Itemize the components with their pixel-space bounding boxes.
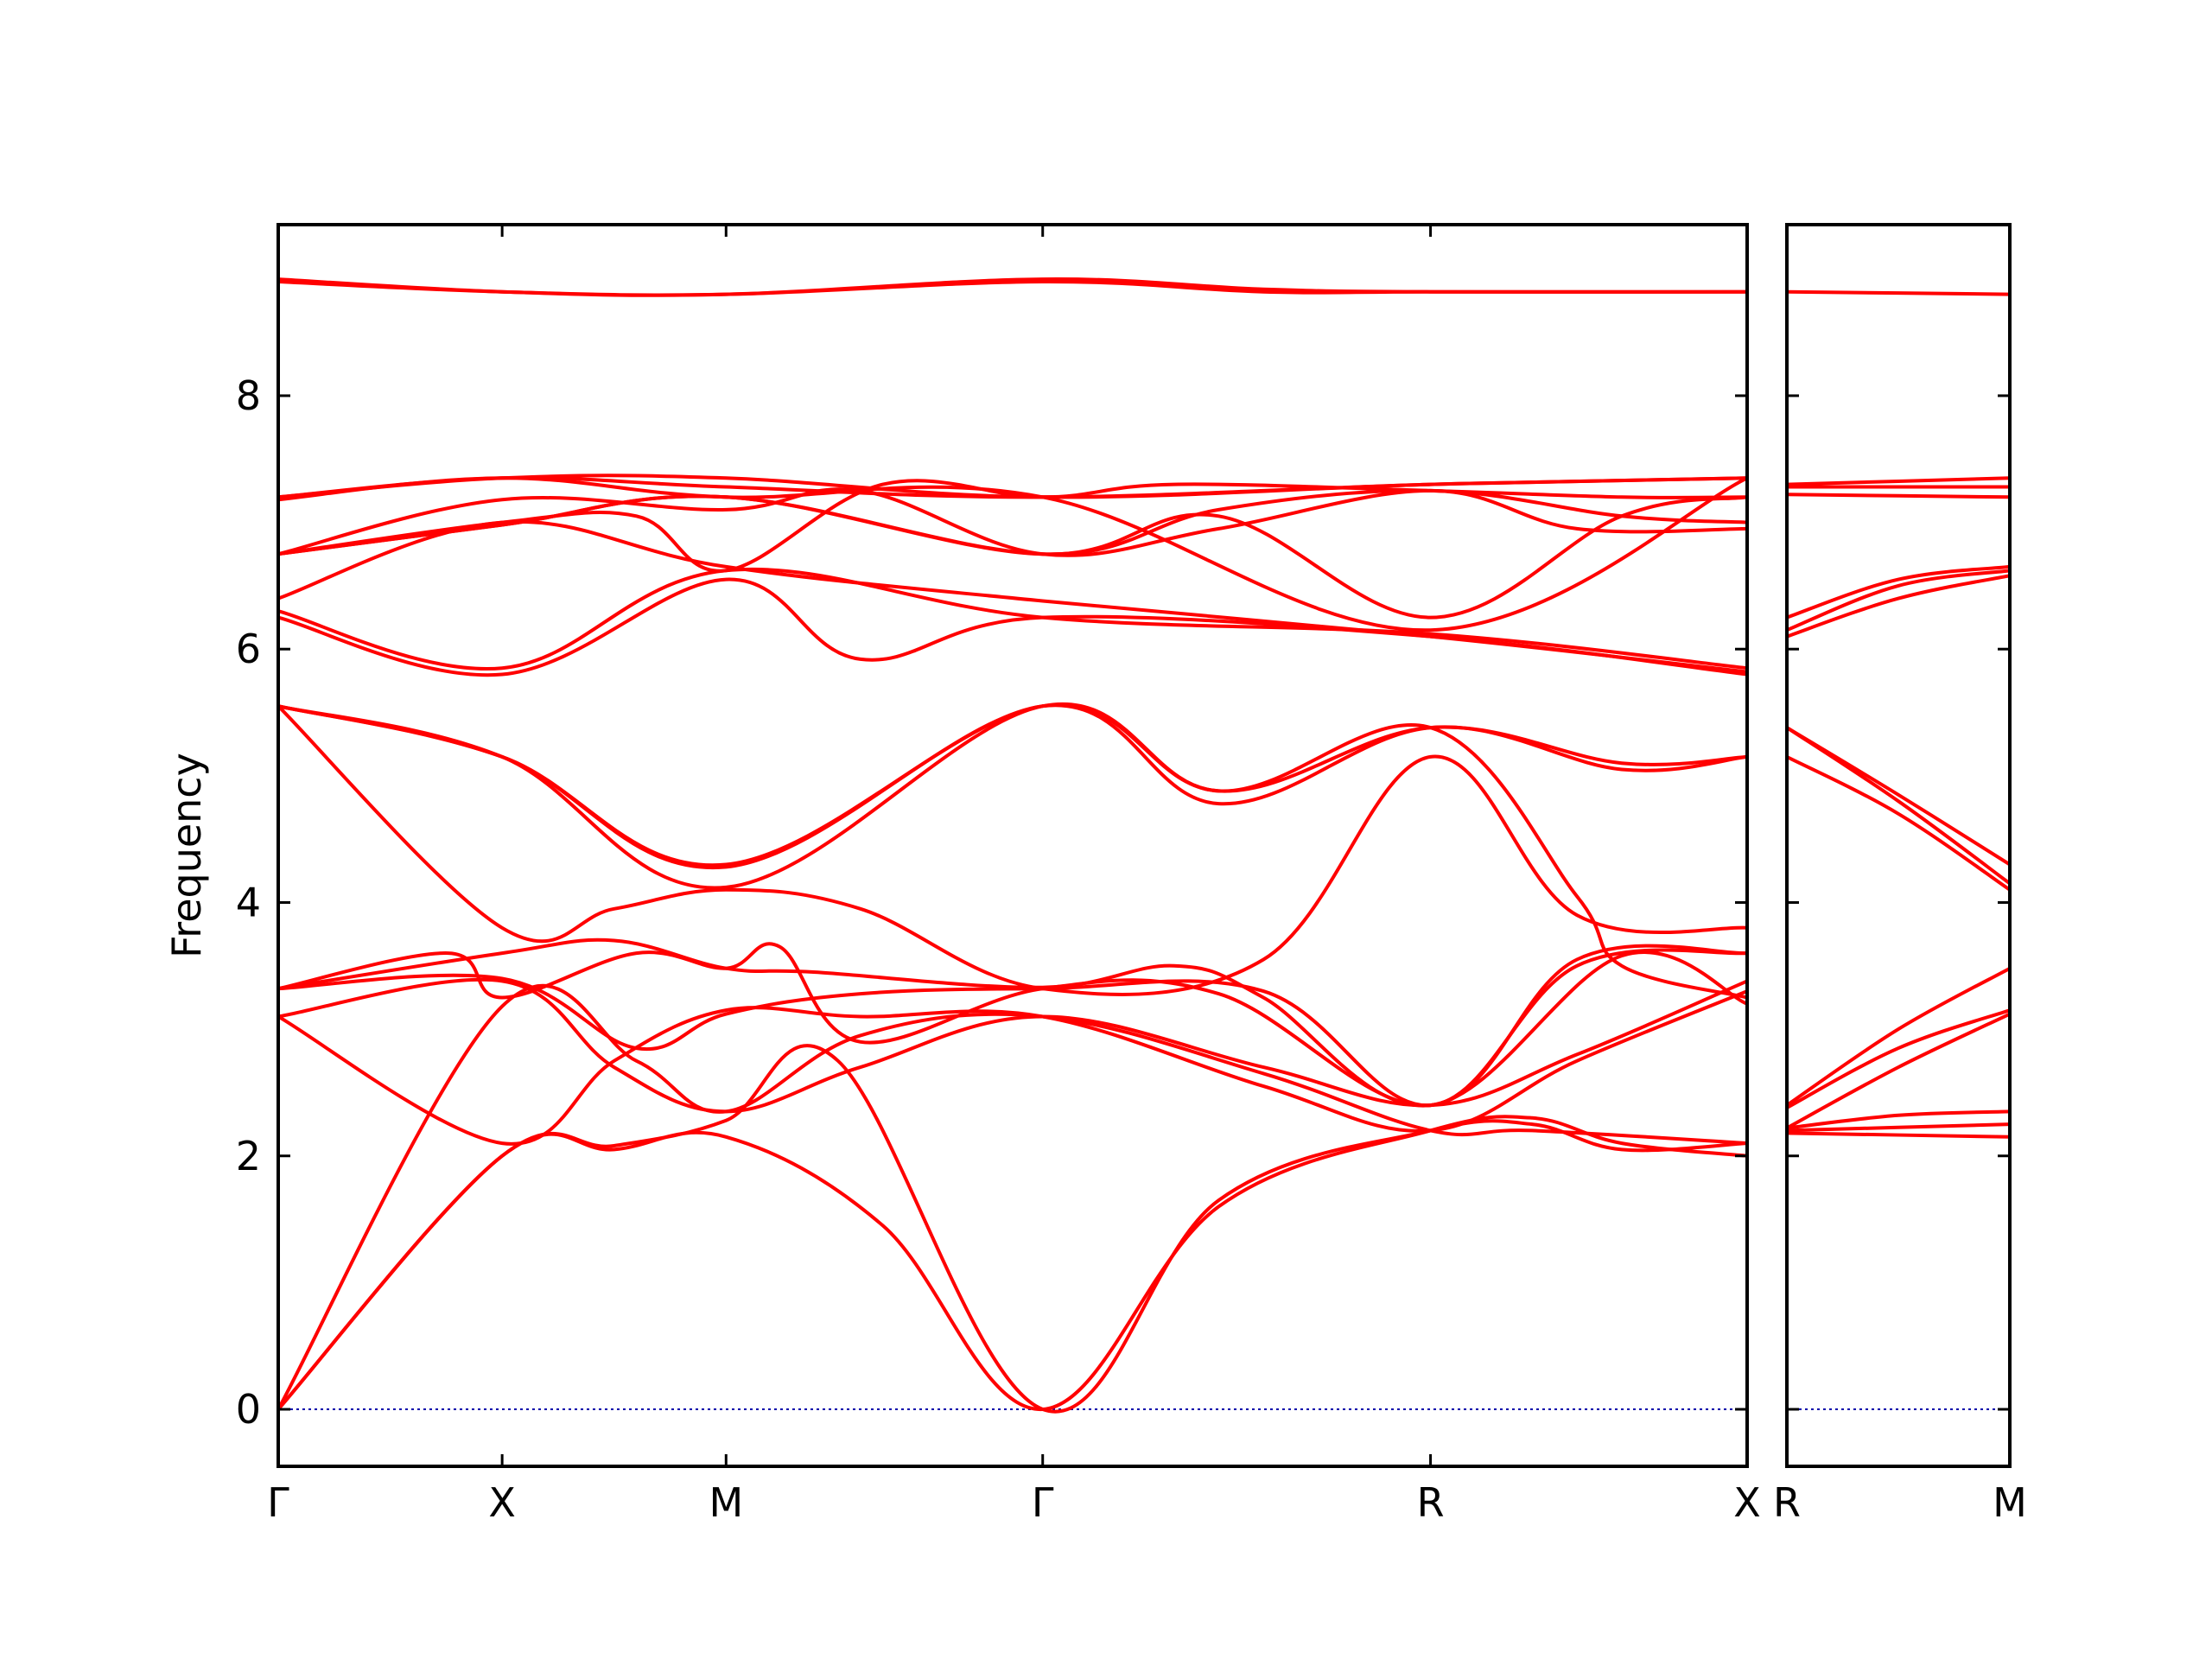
phonon-band-line: [278, 577, 1747, 677]
phonon-band-line: [1787, 754, 2010, 892]
x-tick-label: R: [1773, 1479, 1801, 1526]
phonon-band-line: [278, 277, 1747, 297]
phonon-band-line: [1787, 569, 2010, 632]
panel-1: 0 2 4 6 8 Γ X M Γ R X: [236, 223, 1761, 1526]
phonon-band-line: [1787, 289, 2010, 296]
x-tick-label: Γ: [267, 1479, 289, 1526]
phonon-band-line: [278, 567, 1747, 671]
phonon-band-line: [1787, 476, 2010, 486]
phonon-band-line: [1787, 1012, 2010, 1130]
phonon-band-line: [278, 704, 1747, 996]
x-tick-label: X: [488, 1479, 516, 1526]
y-tick-label: 2: [236, 1133, 261, 1179]
x-tick-label: M: [709, 1479, 743, 1526]
phonon-band-line: [278, 989, 1747, 1146]
y-tick-label: 0: [236, 1386, 261, 1433]
phonon-band-line: [1787, 966, 2010, 1108]
x-tick-label: M: [1993, 1479, 2027, 1526]
plot-frame: [1785, 223, 2012, 1468]
phonon-band-line: [1787, 1122, 2010, 1133]
y-tick-label: 8: [236, 372, 261, 419]
phonon-band-line: [1787, 574, 2010, 639]
phonon-band-line: [278, 948, 1747, 1108]
band-group: [278, 277, 1747, 1414]
plot-frame: [276, 223, 1749, 1468]
phonon-band-line: [278, 983, 1747, 1411]
phonon-band-line: [278, 942, 1747, 1108]
phonon-band-line: [278, 938, 1747, 1108]
phonon-band-line: [1787, 726, 2010, 867]
phonon-band-line: [278, 977, 1747, 1114]
x-tick-label: R: [1417, 1479, 1445, 1526]
phonon-band-line: [1787, 726, 2010, 886]
y-axis-label: Frequency: [163, 753, 210, 958]
band-group: [1787, 289, 2010, 1139]
phonon-band-line: [1787, 1109, 2010, 1130]
phonon-band-line: [278, 1044, 1747, 1414]
phonon-band-line: [278, 702, 1747, 890]
phonon-band-line: [1787, 493, 2010, 499]
phonon-band-line: [278, 519, 1747, 674]
phonon-band-line: [278, 703, 1747, 870]
phonon-band-line: [1787, 1131, 2010, 1139]
x-tick-label: X: [1733, 1479, 1761, 1526]
phonon-band-line: [1787, 564, 2010, 620]
phonon-band-line: [1787, 1008, 2010, 1109]
phonon-band-line: [278, 475, 1747, 499]
x-tick-label: Γ: [1032, 1479, 1054, 1526]
y-tick-label: 4: [236, 879, 261, 925]
y-tick-label: 6: [236, 626, 261, 672]
